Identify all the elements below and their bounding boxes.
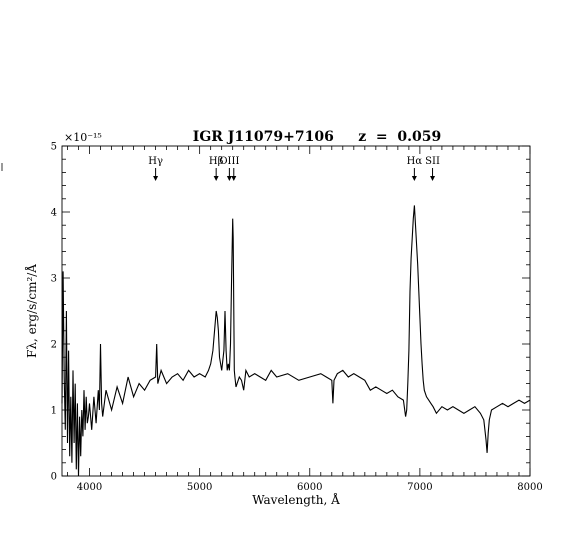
marker-arrow-head	[231, 176, 237, 181]
marker-arrow-head	[430, 176, 436, 181]
line-marker-label: Hβ	[209, 156, 224, 167]
x-tick-label: 6000	[297, 482, 322, 493]
line-marker-label: OIII	[219, 156, 239, 167]
marker-arrow-head	[213, 176, 219, 181]
x-tick-label: 7000	[407, 482, 432, 493]
y-tick-label: 0	[51, 472, 57, 483]
y-axis-label: Fλ, erg/s/cm²/Å	[24, 264, 39, 358]
marker-arrow-head	[153, 176, 159, 181]
marker-arrow-head	[226, 176, 232, 181]
line-marker-label: SII	[425, 156, 440, 167]
axis-ticks	[62, 145, 531, 477]
x-axis-label: Wavelength, Å	[252, 492, 340, 507]
x-tick-label: 8000	[517, 482, 542, 493]
y-multiplier-label: ×10⁻¹⁵	[64, 131, 102, 144]
y-tick-label: 2	[51, 340, 57, 351]
line-marker-label: Hγ	[148, 156, 163, 167]
marker-arrow-head	[411, 176, 417, 181]
plot-frame	[61, 145, 531, 477]
line-marker-label: Hα	[407, 156, 423, 167]
x-tick-label: 5000	[187, 482, 212, 493]
y-tick-label: 3	[51, 274, 57, 285]
y-tick-label: 5	[51, 142, 57, 153]
axis-tick-labels: 4000 5000 6000 7000 8000 0 1 2 3 4 5	[51, 142, 543, 494]
spectrum-line	[61, 205, 531, 477]
y-tick-label: 4	[51, 208, 57, 219]
y-tick-label: 1	[51, 406, 57, 417]
chart-title: IGR J11079+7106 z = 0.059	[193, 129, 441, 145]
x-tick-label: 4000	[77, 482, 102, 493]
